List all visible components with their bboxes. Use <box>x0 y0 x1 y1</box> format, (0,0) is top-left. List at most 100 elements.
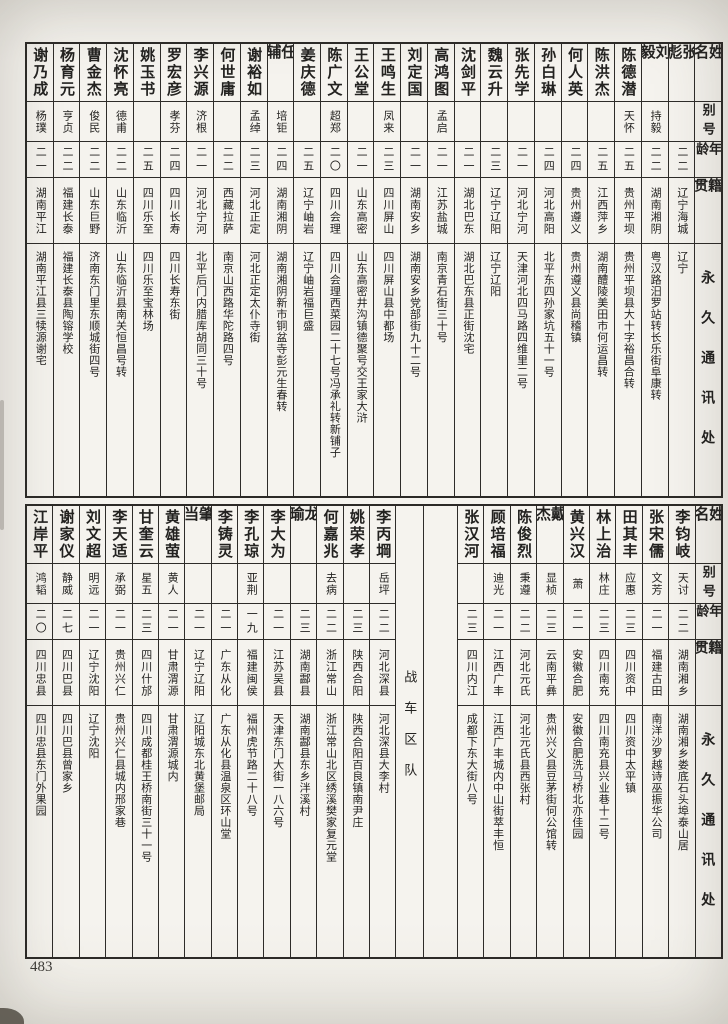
address-cell: 贵州兴义县豆茅街何公馆转 <box>537 706 562 957</box>
origin-cell-text: 山东临沂 <box>114 186 127 235</box>
person-column: 姚荣孝 二三 陕西合阳 陕西合阳百良镇南尹庄 <box>343 506 371 957</box>
age-cell-text: 二三 <box>597 607 610 636</box>
row-header-label: 姓名 <box>695 506 721 535</box>
address-cell-text: 湖南湘阴新市铜盆寺彭元生春转 <box>274 251 287 412</box>
age-cell-text: 二四 <box>568 145 581 174</box>
person-column: 魏云升 二三 辽宁辽阳 辽宁辽阳 <box>481 44 509 496</box>
age-cell: 二四 <box>534 142 561 178</box>
name-cell: 张汉河 <box>458 506 484 564</box>
name-cell: 王鸣生 <box>374 44 401 102</box>
name-cell: 李兴源 <box>187 44 214 102</box>
alias-cell: 迪光 <box>484 564 510 604</box>
age-cell-text: 二二 <box>649 145 662 174</box>
person-column: 刘毅 持毅 二二 湖南湘阴 粤汉路汨罗站转长乐街阜康转 <box>641 44 669 496</box>
address-cell: 福州虎节路二十八号 <box>238 706 263 957</box>
alias-cell-text: 明远 <box>86 571 99 596</box>
address-cell-text: 湖南醴陵美田市何运昌转 <box>595 251 608 378</box>
name-cell-text: 龙瑜 <box>290 506 317 535</box>
origin-cell: 湖南湘阴 <box>267 178 294 244</box>
row-header-cell: 年龄 <box>695 142 721 178</box>
alias-cell-text: 亚荆 <box>245 571 258 596</box>
alias-cell-text: 培钜 <box>274 109 287 134</box>
alias-cell: 济根 <box>187 102 214 142</box>
address-cell: 济南东门里东顺城街四号 <box>80 244 106 496</box>
alias-cell: 岳坪 <box>370 564 396 604</box>
name-cell: 何嘉兆 <box>317 506 343 564</box>
name-cell-text: 肇当 <box>185 506 211 535</box>
name-cell-text: 魏云升 <box>485 47 503 98</box>
alias-cell-text: 济根 <box>194 109 207 134</box>
row-header-label: 籍贯 <box>695 640 721 674</box>
name-cell-text: 曹金杰 <box>84 47 102 98</box>
origin-cell: 辽宁辽阳 <box>481 178 508 244</box>
origin-cell: 陕西合阳 <box>343 640 370 706</box>
origin-cell: 湖南平江 <box>26 178 53 244</box>
alias-cell-text: 去病 <box>324 571 337 596</box>
address-cell-text: 四川南充县兴业巷十二号 <box>597 713 610 840</box>
alias-cell: 孟启 <box>427 102 454 142</box>
origin-cell: 四川忠县 <box>26 640 53 706</box>
alias-cell <box>294 102 320 142</box>
origin-cell: 西藏拉萨 <box>214 178 240 244</box>
name-cell-text: 刘定国 <box>405 47 423 98</box>
origin-cell-text: 西藏拉萨 <box>221 186 234 235</box>
person-column: 杨育元 亨贞 二二 福建长泰 福建长泰县陶镕学校 <box>53 44 81 496</box>
name-cell: 肇当 <box>185 506 211 564</box>
person-column: 陈广文 超郑 二〇 四川会理 四川会理西菜园二十七号冯承礼转新铺子 <box>320 44 348 496</box>
row-header-label: 籍贯 <box>695 178 721 212</box>
address-cell-text: 贵州平坝县大十字裕昌合转 <box>622 251 635 389</box>
address-cell: 辽宁沈阳 <box>80 706 105 957</box>
alias-cell: 超郑 <box>320 102 347 142</box>
age-cell: 二一 <box>484 604 510 640</box>
age-cell-text: 二一 <box>166 607 179 636</box>
alias-cell-text: 鸿韬 <box>34 571 47 596</box>
address-cell-text: 河北元氏县西张村 <box>518 713 531 805</box>
name-cell-text: 王鸣生 <box>378 47 396 98</box>
alias-cell <box>343 564 370 604</box>
address-cell-text: 贵州兴仁县城内邢家巷 <box>113 713 126 828</box>
age-cell: 二五 <box>294 142 320 178</box>
address-cell-text: 辽宁岫岩福巨盛 <box>301 251 314 332</box>
row-header-label: 年龄 <box>695 142 721 160</box>
age-cell: 二一 <box>454 142 481 178</box>
origin-cell: 四川资中 <box>616 640 642 706</box>
name-cell-text: 陈俊烈 <box>515 509 533 560</box>
origin-cell-text: 河北宁河 <box>515 186 528 235</box>
origin-cell: 湖北巴东 <box>454 178 481 244</box>
address-cell-text: 粤汉路汨罗站转长乐街阜康转 <box>649 251 662 401</box>
name-cell-text: 李孔琼 <box>242 509 260 560</box>
alias-cell <box>401 102 427 142</box>
origin-cell: 四川南充 <box>590 640 616 706</box>
name-cell: 姜庆德 <box>294 44 320 102</box>
name-cell: 李丙堈 <box>370 506 396 564</box>
alias-cell-text: 黄人 <box>166 571 179 596</box>
row-header-column: 姓名 别号 年龄 籍贯 永久通讯处 <box>695 506 721 957</box>
alias-cell: 持毅 <box>641 102 668 142</box>
alias-cell <box>133 102 160 142</box>
origin-cell-text: 陕西合阳 <box>350 648 363 697</box>
address-cell: 安徽合肥洗马桥北亦佳园 <box>564 706 589 957</box>
address-cell-text: 四川巴县曾家乡 <box>60 713 73 794</box>
address-cell: 湖南湘阴新市铜盆寺彭元生春转 <box>268 244 294 496</box>
age-cell-text: 二一 <box>34 145 47 174</box>
name-cell-text: 王公堂 <box>352 47 370 98</box>
name-cell: 沈剑平 <box>454 44 481 102</box>
age-cell: 二七 <box>53 604 79 640</box>
address-cell: 四川会理西菜园二十七号冯承礼转新铺子 <box>321 244 347 496</box>
address-cell: 四川资中太平镇 <box>616 706 641 957</box>
name-cell-text: 何世庸 <box>218 47 236 98</box>
address-cell: 湖南酃县东乡泮溪村 <box>291 706 316 957</box>
name-cell: 陈德潜 <box>615 44 641 102</box>
name-cell-text: 李兴源 <box>191 47 209 98</box>
name-cell-text: 张宋儒 <box>647 509 665 560</box>
address-cell: 南京山西路华陀路四号 <box>214 244 240 496</box>
name-cell: 陈洪杰 <box>588 44 615 102</box>
name-cell: 甘奎云 <box>132 506 158 564</box>
name-cell-text: 李丙堈 <box>374 509 392 560</box>
age-cell-text: 二三 <box>465 607 478 636</box>
alias-cell-text: 秉遵 <box>518 571 531 596</box>
address-cell-text: 南洋沙罗越诗巫振华公司 <box>650 713 663 840</box>
person-column: 龙瑜 二三 湖南酃县 湖南酃县东乡泮溪村 <box>290 506 318 957</box>
row-header-label: 年龄 <box>695 604 721 622</box>
name-cell-text: 谢家仪 <box>57 509 75 560</box>
